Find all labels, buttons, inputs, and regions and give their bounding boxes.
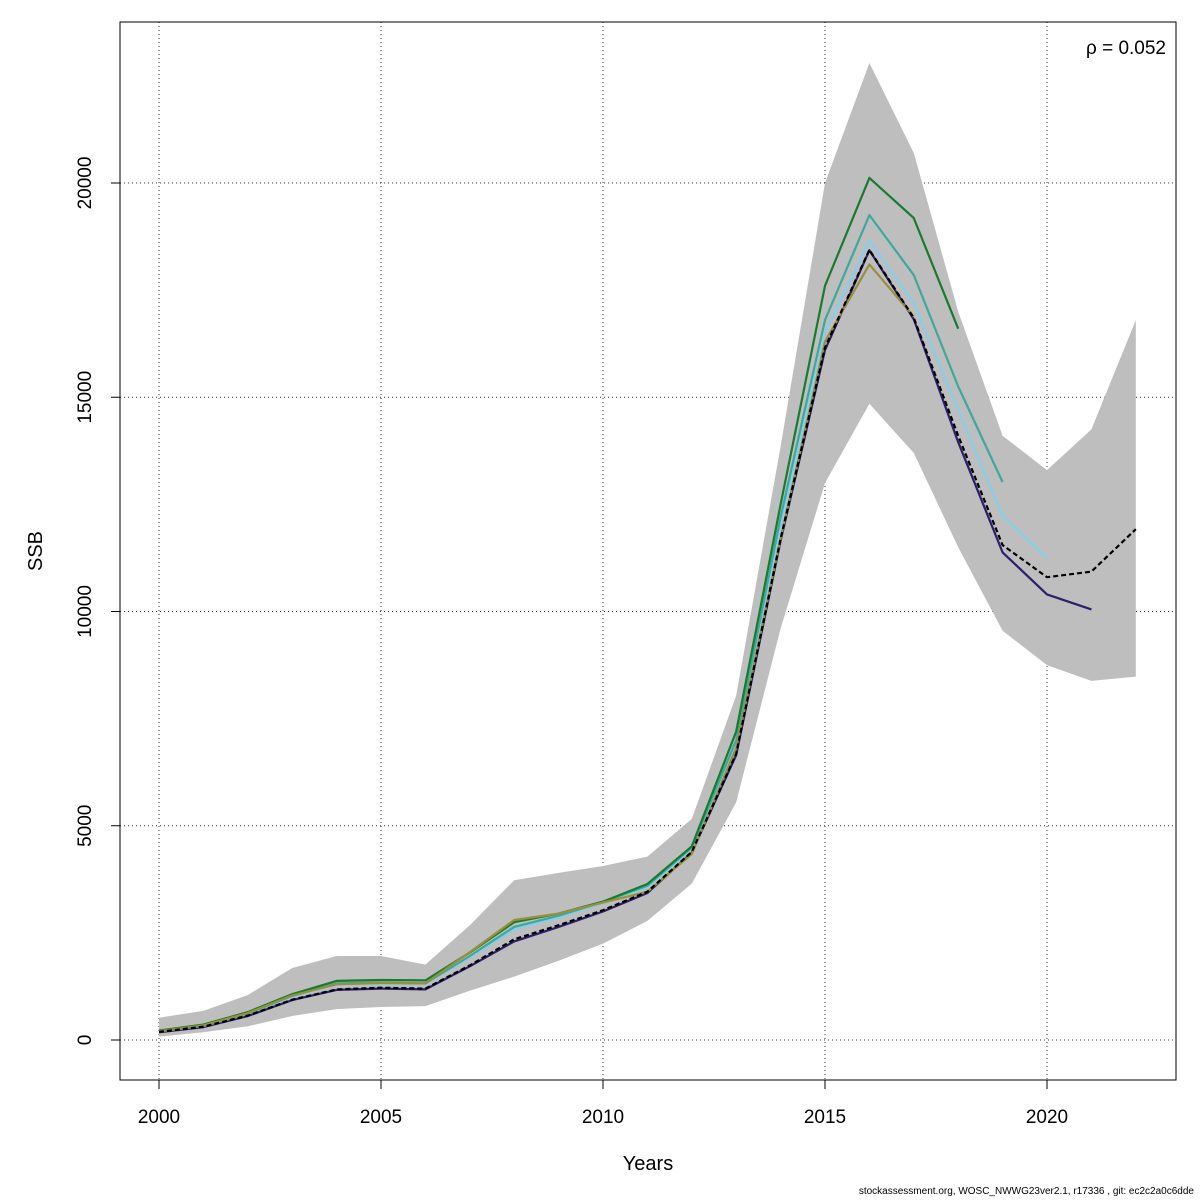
x-tick-label: 2010 (582, 1107, 624, 1128)
footer-source-text: stockassessment.org, WOSC_NWWG23ver2.1, … (858, 1186, 1194, 1197)
x-tick-label: 2005 (360, 1107, 402, 1128)
x-axis-title: Years (623, 1153, 673, 1175)
y-tick-label: 20000 (75, 157, 96, 210)
y-tick-label: 10000 (75, 585, 96, 638)
y-tick-label: 15000 (75, 371, 96, 424)
series-line-1 (158, 248, 1137, 1033)
y-axis: 0 5000 10000 15000 20000 (75, 157, 121, 1046)
x-tick-label: 2000 (138, 1107, 180, 1128)
x-tick-label: 2020 (1026, 1107, 1068, 1128)
series-group (158, 176, 1137, 1034)
rho-annotation: ρ = 0.052 (1086, 38, 1166, 59)
y-tick-label: 0 (75, 1035, 96, 1046)
confidence-band (159, 63, 1136, 1037)
x-axis: 2000 2005 2010 2015 2020 (138, 1079, 1068, 1128)
confidence-band-group (159, 63, 1136, 1037)
y-tick-label: 5000 (75, 805, 96, 847)
y-axis-title: SSB (25, 531, 47, 571)
series-line-6 (158, 263, 915, 1033)
x-tick-label: 2015 (804, 1107, 846, 1128)
